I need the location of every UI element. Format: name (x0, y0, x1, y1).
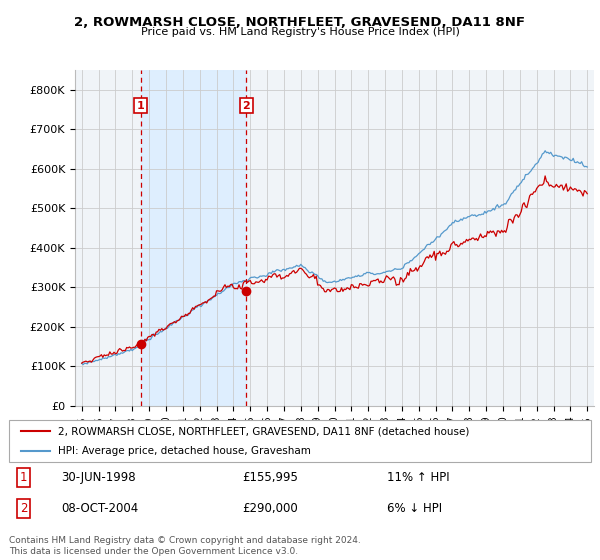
Text: 30-JUN-1998: 30-JUN-1998 (61, 471, 136, 484)
Text: 11% ↑ HPI: 11% ↑ HPI (388, 471, 450, 484)
Text: Price paid vs. HM Land Registry's House Price Index (HPI): Price paid vs. HM Land Registry's House … (140, 27, 460, 37)
Text: 1: 1 (20, 471, 28, 484)
Text: £290,000: £290,000 (242, 502, 298, 515)
Text: 2: 2 (20, 502, 28, 515)
Text: 1: 1 (137, 101, 145, 110)
Text: 2: 2 (242, 101, 250, 110)
Text: 6% ↓ HPI: 6% ↓ HPI (388, 502, 442, 515)
Text: Contains HM Land Registry data © Crown copyright and database right 2024.
This d: Contains HM Land Registry data © Crown c… (9, 536, 361, 556)
Text: 2, ROWMARSH CLOSE, NORTHFLEET, GRAVESEND, DA11 8NF: 2, ROWMARSH CLOSE, NORTHFLEET, GRAVESEND… (74, 16, 526, 29)
Bar (141, 70, 247, 406)
Text: 2, ROWMARSH CLOSE, NORTHFLEET, GRAVESEND, DA11 8NF (detached house): 2, ROWMARSH CLOSE, NORTHFLEET, GRAVESEND… (58, 426, 470, 436)
Text: £155,995: £155,995 (242, 471, 298, 484)
Text: HPI: Average price, detached house, Gravesham: HPI: Average price, detached house, Grav… (58, 446, 311, 456)
Text: 08-OCT-2004: 08-OCT-2004 (61, 502, 139, 515)
